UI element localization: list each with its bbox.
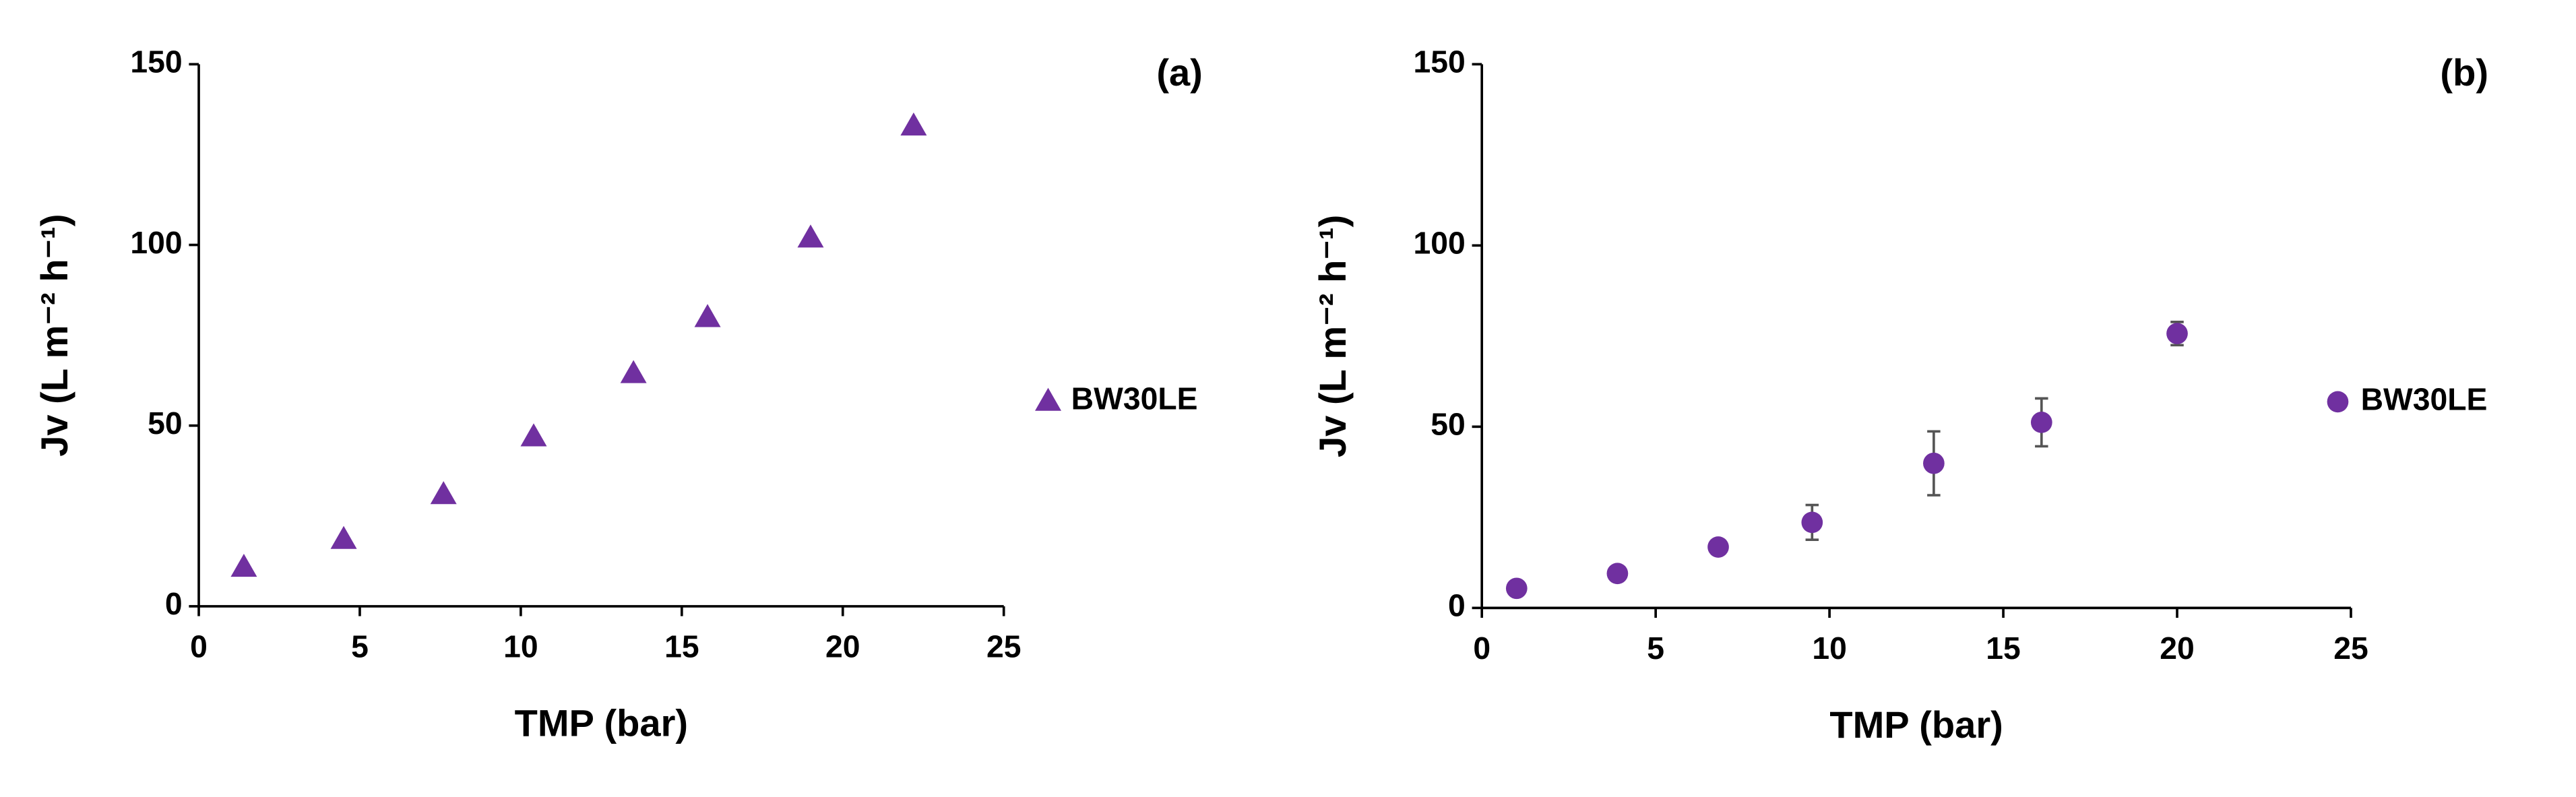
y-axis-label: Jv (L m⁻² h⁻¹) [33, 214, 75, 456]
data-point [1707, 536, 1729, 558]
x-tick-label: 10 [1812, 631, 1847, 666]
data-point [694, 304, 721, 327]
y-tick-label: 100 [130, 225, 182, 260]
x-axis-label: TMP (bar) [515, 702, 688, 744]
data-point [2030, 412, 2052, 433]
x-tick-label: 15 [664, 629, 699, 664]
y-tick-label: 0 [165, 586, 183, 621]
data-point [430, 481, 457, 505]
x-tick-label: 5 [351, 629, 369, 664]
y-tick-label: 0 [1448, 588, 1466, 623]
x-tick-label: 20 [2160, 631, 2195, 666]
data-point [330, 525, 357, 549]
data-point [900, 113, 927, 136]
y-tick-label: 150 [130, 44, 182, 79]
data-point [1606, 563, 1629, 585]
x-tick-label: 20 [825, 629, 860, 664]
legend-label: BW30LE [1071, 381, 1198, 416]
legend-label: BW30LE [2361, 382, 2488, 417]
data-point [1923, 452, 1945, 474]
y-tick-label: 100 [1414, 226, 1466, 261]
panel-label: (a) [1156, 51, 1203, 94]
data-point [1801, 511, 1823, 534]
data-point [230, 553, 257, 577]
data-point [797, 224, 824, 248]
y-axis-label: Jv (L m⁻² h⁻¹) [1311, 215, 1354, 457]
x-tick-label: 25 [2333, 631, 2368, 666]
legend-marker [2327, 391, 2349, 413]
data-point [1505, 577, 1528, 600]
x-tick-label: 0 [190, 629, 208, 664]
data-point [620, 360, 647, 383]
panel-label: (b) [2440, 51, 2488, 94]
x-tick-label: 10 [503, 629, 538, 664]
x-tick-label: 15 [1986, 631, 2021, 666]
x-tick-label: 5 [1647, 631, 1664, 666]
x-tick-label: 25 [986, 629, 1022, 664]
legend-marker [1035, 387, 1062, 411]
y-tick-label: 150 [1414, 44, 1466, 79]
data-point [2166, 323, 2188, 344]
data-point [520, 423, 547, 447]
y-tick-label: 50 [1431, 407, 1466, 442]
x-axis-label: TMP (bar) [1829, 703, 2003, 746]
y-tick-label: 50 [148, 406, 183, 441]
x-tick-label: 0 [1473, 631, 1490, 666]
